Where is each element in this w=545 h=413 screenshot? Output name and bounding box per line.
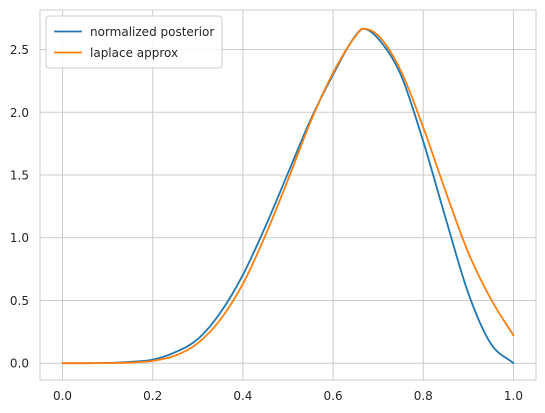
series-line-normalized-posterior (61, 27, 515, 365)
legend: normalized posterior laplace approx (45, 15, 223, 69)
x-tick-label: 0.8 (414, 389, 433, 403)
y-tick-label: 0.5 (10, 294, 29, 308)
x-tick-label: 0.2 (143, 389, 162, 403)
x-tick-label: 1.0 (504, 389, 523, 403)
y-tick-label: 0.0 (10, 357, 29, 371)
x-tick-label: 0.4 (233, 389, 252, 403)
plot-frame (39, 9, 537, 381)
legend-label: laplace approx (90, 46, 178, 60)
y-tick-label: 2.5 (10, 43, 29, 57)
y-tick-label: 1.0 (10, 231, 29, 245)
x-tick-label: 0.6 (324, 389, 343, 403)
series-line-laplace-approx (61, 27, 515, 365)
legend-box (45, 15, 223, 69)
x-tick-label: 0.0 (53, 389, 72, 403)
legend-label: normalized posterior (90, 25, 214, 39)
y-tick-label: 1.5 (10, 168, 29, 182)
y-tick-label: 2.0 (10, 106, 29, 120)
tick-labels: 0.0 0.2 0.4 0.6 0.8 1.0 0.0 0.5 1.0 1.5 2.0 2.5 (10, 43, 523, 403)
series-layer (61, 27, 515, 365)
